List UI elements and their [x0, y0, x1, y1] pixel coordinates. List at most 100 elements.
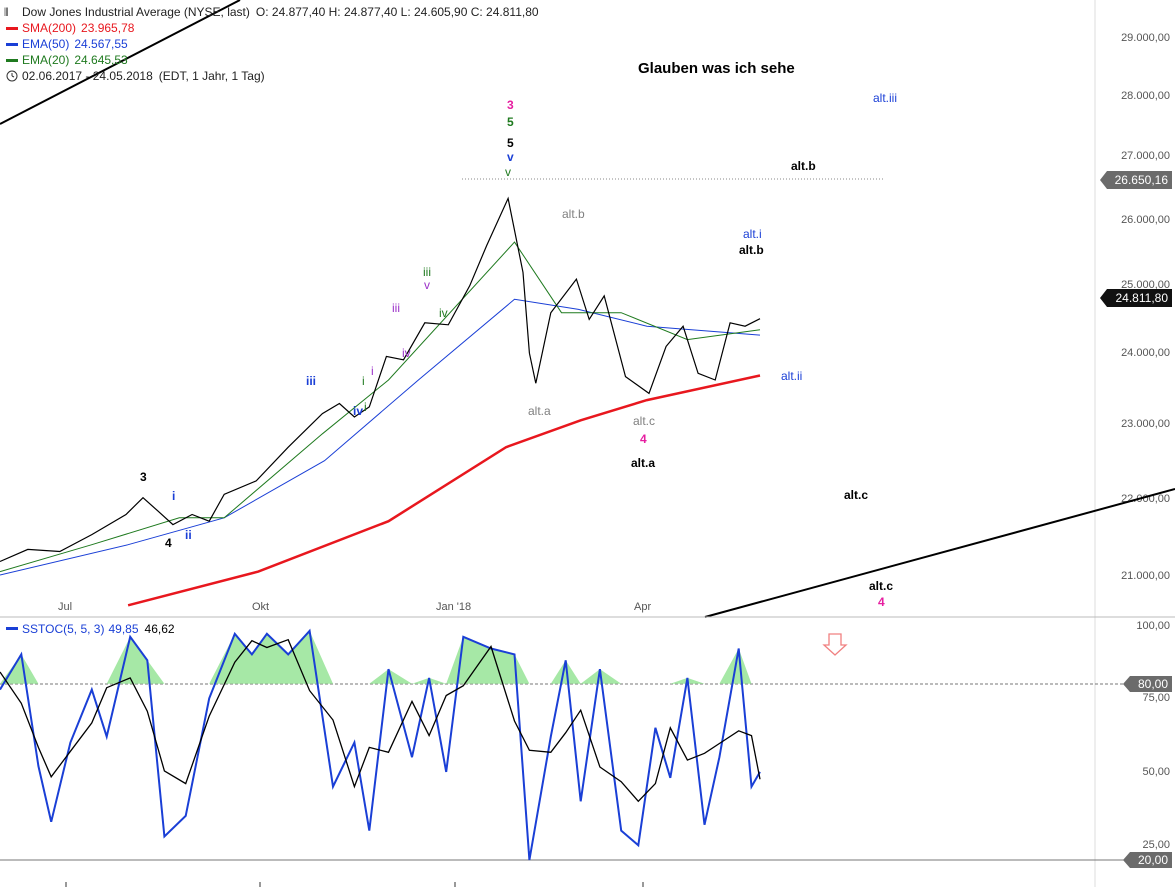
chart-title: Glauben was ich sehe: [638, 60, 795, 77]
price-tick-28000: 28.000,00: [1121, 90, 1170, 102]
stoch-tick-25: 25,00: [1142, 839, 1170, 851]
wave-3-black: 3: [140, 470, 147, 484]
wave-4-magenta: 4: [640, 432, 647, 446]
stoch-k-value: 49,85: [108, 622, 138, 636]
alt-b-black-top: alt.b: [791, 159, 816, 173]
alt-a-black: alt.a: [631, 456, 655, 470]
last-price-label: 24.811,80: [1116, 291, 1169, 305]
stoch-tick-75: 75,00: [1142, 692, 1170, 704]
legend-ema50-value: 24.567,55: [74, 37, 128, 51]
wave-5-black: 5: [507, 136, 514, 150]
alt-c-black: alt.c: [844, 488, 868, 502]
wave-4-magenta2: 4: [878, 595, 885, 609]
legend-sma200-label: SMA(200): [22, 21, 76, 35]
oversold-level-box: 20,00: [1123, 852, 1172, 868]
wave-v-green: v: [505, 165, 511, 179]
stoch-tick-50: 50,00: [1142, 766, 1170, 778]
wave-v-blue: v: [507, 150, 514, 164]
wave-3-magenta: 3: [507, 98, 514, 112]
legend: ⫴ Dow Jones Industrial Average (NYSE, la…: [4, 5, 539, 83]
alt-b-black: alt.b: [739, 243, 764, 257]
stoch-label: SSTOC(5, 5, 3): [22, 622, 104, 636]
price-tick-24000: 24.000,00: [1121, 347, 1170, 359]
wave-iv-purple: iv: [402, 346, 411, 360]
overbought-level-box: 80,00: [1123, 676, 1172, 692]
x-tick-jan18: Jan '18: [436, 601, 471, 613]
legend-instrument: Dow Jones Industrial Average (NYSE, last…: [22, 5, 539, 19]
sma200-line: [127, 374, 761, 607]
legend-ohlc: O: 24.877,40 H: 24.877,40 L: 24.605,90 C…: [256, 5, 539, 19]
alt-c-black2: alt.c: [869, 579, 893, 593]
legend-ema50: EMA(50) 24.567,55: [22, 37, 128, 51]
sma200-swatch: [6, 27, 18, 30]
resistance-price-label: 26.650,16: [1115, 173, 1169, 187]
stoch-d-line: [0, 638, 761, 803]
ema50-swatch: [6, 43, 18, 46]
wave-4-black: 4: [165, 536, 172, 550]
price-tick-21000: 21.000,00: [1121, 570, 1170, 582]
price-tick-22000: 22.000,00: [1121, 493, 1170, 505]
overbought-fill: [0, 630, 760, 684]
legend-ema20: EMA(20) 24.645,53: [22, 53, 128, 67]
wave-annotations: 3 5 5 v v iii v iv iii iv i i iii iv i 3…: [140, 91, 897, 609]
stoch-legend: SSTOC(5, 5, 3) 49,85 46,62: [22, 622, 175, 636]
price-tick-27000: 27.000,00: [1121, 150, 1170, 162]
price-tick-26000: 26.000,00: [1121, 214, 1170, 226]
stoch-d-value: 46,62: [145, 622, 175, 636]
alt-ii-blue: alt.ii: [781, 369, 802, 383]
lower-trendline: [704, 488, 1175, 618]
overbought-level-label: 80,00: [1138, 677, 1168, 691]
legend-instrument-name: Dow Jones Industrial Average (NYSE, last…: [22, 5, 250, 19]
legend-sma200: SMA(200) 23.965,78: [22, 21, 135, 35]
wave-i-purple: i: [371, 364, 374, 378]
legend-sma200-value: 23.965,78: [81, 21, 135, 35]
stoch-tick-100: 100,00: [1136, 620, 1170, 632]
x-tick-okt: Okt: [252, 601, 269, 613]
wave-i-green: i: [362, 374, 365, 388]
wave-ii-blue: ii: [185, 528, 192, 542]
wave-iii-purple: iii: [392, 301, 400, 315]
resistance-price-box: 26.650,16: [1100, 171, 1172, 189]
wave-iv-green: iv: [439, 306, 448, 320]
alt-iii-blue: alt.iii: [873, 91, 897, 105]
last-price-box: 24.811,80: [1100, 289, 1172, 307]
wave-5-green: 5: [507, 115, 514, 129]
oversold-level-label: 20,00: [1138, 853, 1168, 867]
legend-range: 02.06.2017 - 24.05.2018 (EDT, 1 Jahr, 1 T…: [22, 69, 265, 83]
wave-iii-blue: iii: [306, 374, 316, 388]
alt-c-gray: alt.c: [633, 414, 655, 428]
alt-a-gray: alt.a: [528, 404, 551, 418]
stoch-k-line: [0, 628, 761, 861]
stoch-swatch: [6, 627, 18, 630]
legend-range-info: (EDT, 1 Jahr, 1 Tag): [159, 69, 265, 83]
wave-iv-blue: iv: [353, 404, 363, 418]
down-arrow-icon: [822, 633, 848, 656]
wave-v-purple: v: [424, 278, 430, 292]
x-tick-jul: Jul: [58, 601, 72, 613]
legend-ema20-label: EMA(20): [22, 53, 69, 67]
wave-i-blue: i: [172, 489, 175, 503]
x-tick-apr: Apr: [634, 601, 651, 613]
clock-icon: [6, 70, 18, 82]
ema20-line: [0, 241, 761, 573]
legend-ema20-value: 24.645,53: [74, 53, 128, 67]
price-line: [0, 196, 761, 563]
price-tick-29000: 29.000,00: [1121, 32, 1170, 44]
price-y-ticks: 29.000,00 28.000,00 27.000,00 26.000,00 …: [1121, 32, 1170, 582]
alt-i-blue: alt.i: [743, 227, 762, 241]
alt-b-gray: alt.b: [562, 207, 585, 221]
wave-iii-green: iii: [423, 265, 431, 279]
ema50-line: [0, 298, 761, 576]
legend-range-dates: 02.06.2017 - 24.05.2018: [22, 69, 153, 83]
price-tick-23000: 23.000,00: [1121, 418, 1170, 430]
ema20-swatch: [6, 59, 18, 62]
wave-i-green2: i: [364, 400, 367, 414]
price-tick-25000: 25.000,00: [1121, 279, 1170, 291]
stochastic-panel: SSTOC(5, 5, 3) 49,85 46,62 100,00 75,00 50…: [0, 620, 1172, 887]
price-x-ticks: Jul Okt Jan '18 Apr: [58, 601, 651, 613]
upper-trendline: [0, 0, 241, 125]
chart-type-icon: ⫴: [4, 6, 9, 19]
legend-ema50-label: EMA(50): [22, 37, 69, 51]
